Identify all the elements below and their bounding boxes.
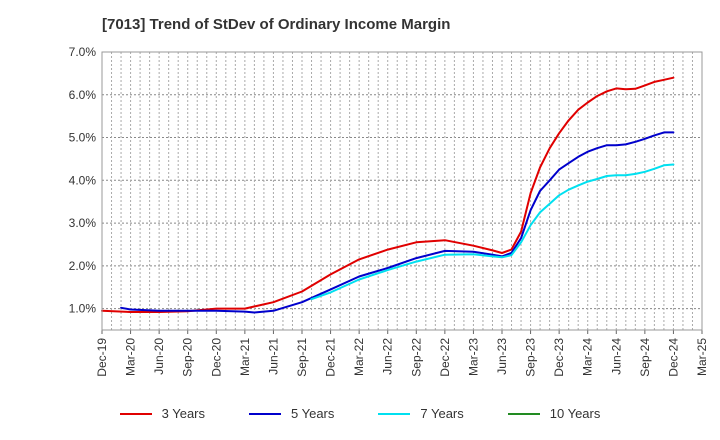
y-axis: 1.0% 2.0% 3.0% 4.0% 5.0% 6.0% 7.0% [69, 45, 97, 316]
x-tick-label: Dec-23 [552, 338, 566, 377]
legend-label-3-years: 3 Years [161, 406, 205, 421]
x-tick-label: Jun-22 [381, 338, 395, 375]
legend-item-7-years: 7 Years [378, 406, 464, 421]
series-line-7-years [310, 163, 675, 301]
series-line-5-years [120, 131, 675, 314]
x-tick-label: Mar-25 [695, 338, 709, 376]
x-tick-label: Dec-20 [209, 338, 223, 377]
x-tick-label: Dec-22 [438, 338, 452, 377]
x-tick-label: Mar-24 [581, 338, 595, 376]
y-tick-label: 4.0% [69, 173, 97, 187]
x-tick-label: Sep-22 [409, 338, 423, 377]
x-tick-label: Sep-20 [181, 338, 195, 377]
legend-swatch-7-years [378, 412, 411, 415]
legend-item-5-years: 5 Years [249, 406, 334, 421]
x-axis: Dec-19 Mar-20 Jun-20 Sep-20 Dec-20 Mar-21 Jun-… [95, 330, 709, 377]
x-tick-label: Sep-23 [524, 338, 538, 377]
legend: 3 Years 5 Years 7 Years 10 Years [0, 406, 720, 421]
y-tick-label: 6.0% [69, 88, 97, 102]
x-tick-label: Sep-24 [638, 338, 652, 377]
x-tick-label: Dec-24 [666, 338, 680, 377]
legend-item-10-years: 10 Years [507, 406, 601, 421]
x-tick-label: Mar-23 [466, 338, 480, 376]
legend-item-3-years: 3 Years [119, 406, 205, 421]
legend-swatch-5-years [249, 412, 281, 415]
x-tick-label: Mar-22 [352, 338, 366, 376]
legend-swatch-10-years [507, 412, 540, 415]
legend-swatch-3-years [119, 412, 152, 415]
chart-title: [7013] Trend of StDev of Ordinary Income… [102, 16, 451, 33]
x-tick-label: Mar-20 [124, 338, 138, 376]
legend-label-5-years: 5 Years [291, 406, 335, 421]
x-tick-label: Dec-21 [324, 338, 338, 377]
y-tick-label: 1.0% [69, 302, 97, 316]
x-tick-label: Jun-21 [266, 338, 280, 375]
x-tick-label: Dec-19 [95, 338, 109, 377]
grid [102, 51, 702, 330]
x-tick-label: Jun-23 [495, 338, 509, 375]
legend-label-7-years: 7 Years [420, 406, 464, 421]
x-tick-label: Jun-24 [609, 338, 623, 375]
y-tick-label: 5.0% [69, 131, 97, 145]
legend-label-10-years: 10 Years [549, 406, 601, 421]
y-tick-label: 2.0% [69, 259, 97, 273]
series-lines [101, 76, 675, 314]
x-tick-label: Sep-21 [295, 338, 309, 377]
x-tick-label: Jun-20 [152, 338, 166, 375]
x-tick-label: Mar-21 [238, 338, 252, 376]
plot-border [101, 51, 703, 331]
y-tick-label: 3.0% [69, 216, 97, 230]
series-line-3-years [101, 76, 675, 313]
y-tick-label: 7.0% [69, 45, 97, 59]
